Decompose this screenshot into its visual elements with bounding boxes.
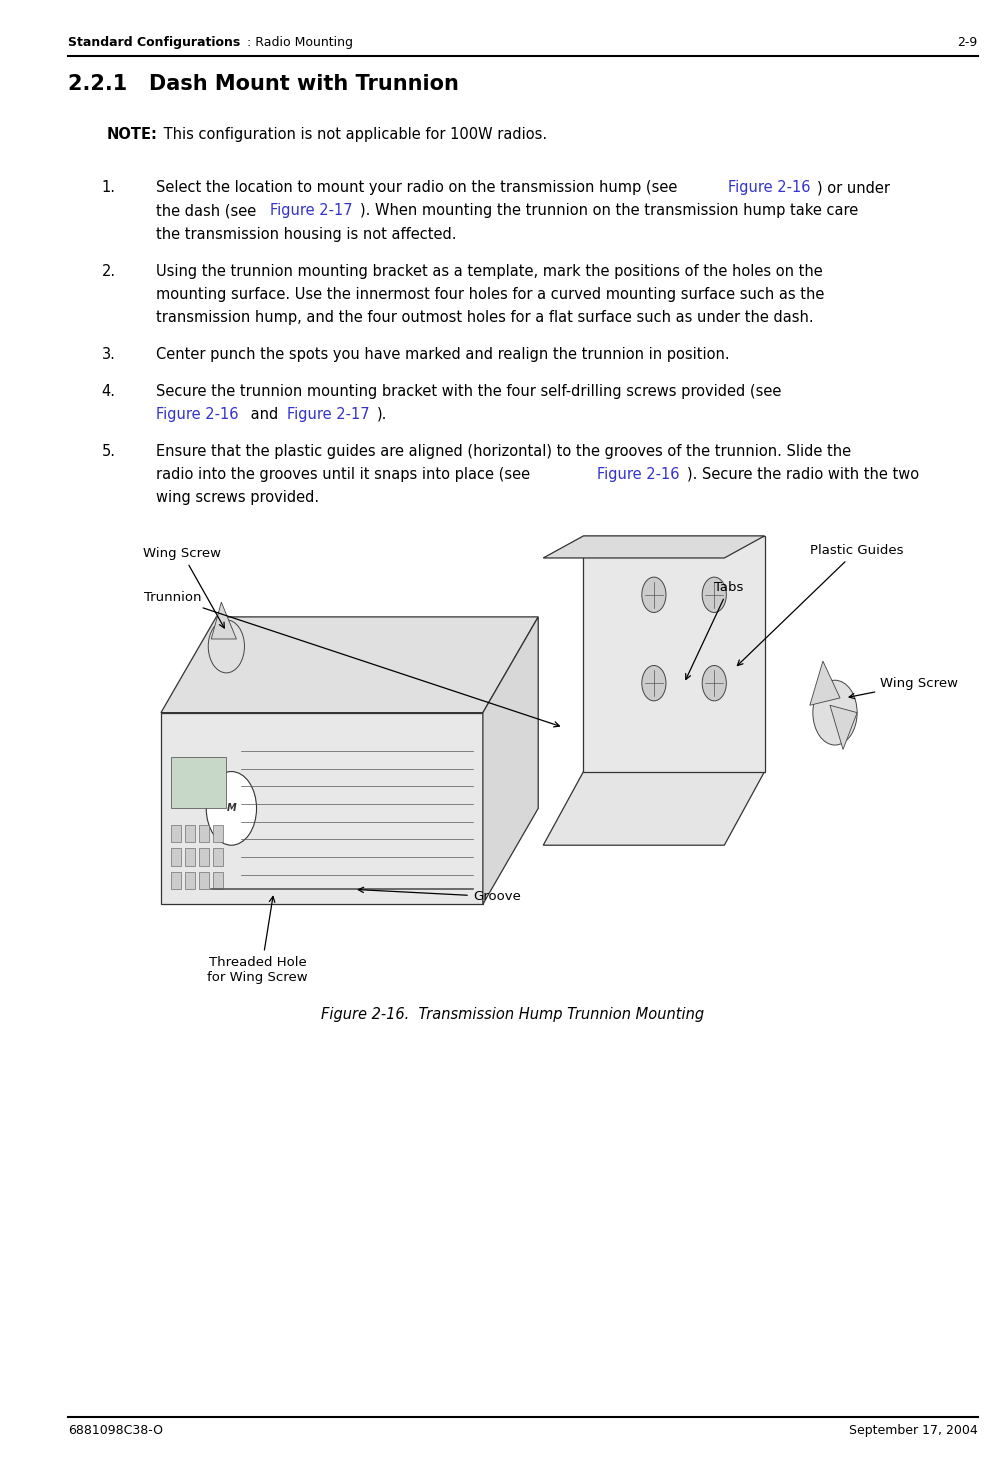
Bar bbox=[171, 872, 181, 890]
Text: Center punch the spots you have marked and realign the trunnion in position.: Center punch the spots you have marked a… bbox=[156, 346, 729, 362]
Text: the transmission housing is not affected.: the transmission housing is not affected… bbox=[156, 227, 457, 242]
Text: ). When mounting the trunnion on the transmission hump take care: ). When mounting the trunnion on the tra… bbox=[360, 203, 858, 218]
Bar bbox=[213, 848, 223, 866]
Text: wing screws provided.: wing screws provided. bbox=[156, 491, 319, 505]
Text: Tabs: Tabs bbox=[686, 580, 743, 679]
Text: 2.2.1   Dash Mount with Trunnion: 2.2.1 Dash Mount with Trunnion bbox=[68, 75, 460, 94]
Text: 2.: 2. bbox=[102, 264, 116, 278]
Bar bbox=[171, 825, 181, 843]
Bar bbox=[199, 848, 209, 866]
Text: NOTE:: NOTE: bbox=[107, 128, 158, 143]
Bar bbox=[199, 825, 209, 843]
Text: Plastic Guides: Plastic Guides bbox=[737, 544, 903, 666]
Text: Figure 2-16: Figure 2-16 bbox=[156, 407, 238, 421]
Circle shape bbox=[702, 577, 726, 613]
Bar bbox=[185, 848, 195, 866]
Text: the dash (see: the dash (see bbox=[156, 203, 261, 218]
Text: : Radio Mounting: : Radio Mounting bbox=[246, 35, 353, 49]
Polygon shape bbox=[810, 661, 840, 706]
Text: ) or under: ) or under bbox=[818, 181, 890, 196]
Text: Standard Configurations: Standard Configurations bbox=[68, 35, 240, 49]
Circle shape bbox=[642, 577, 666, 613]
Text: Wing Screw: Wing Screw bbox=[143, 546, 224, 627]
Text: ).: ). bbox=[376, 407, 386, 421]
Circle shape bbox=[642, 666, 666, 701]
Circle shape bbox=[813, 681, 857, 745]
Text: This configuration is not applicable for 100W radios.: This configuration is not applicable for… bbox=[159, 128, 547, 143]
Text: Secure the trunnion mounting bracket with the four self-drilling screws provided: Secure the trunnion mounting bracket wit… bbox=[156, 384, 782, 399]
Text: Figure 2-16: Figure 2-16 bbox=[727, 181, 810, 196]
Text: 4.: 4. bbox=[102, 384, 116, 399]
Text: Figure 2-17: Figure 2-17 bbox=[271, 203, 353, 218]
Polygon shape bbox=[161, 713, 483, 904]
Circle shape bbox=[702, 666, 726, 701]
Text: Figure 2-16.  Transmission Hump Trunnion Mounting: Figure 2-16. Transmission Hump Trunnion … bbox=[322, 1008, 704, 1022]
Text: Using the trunnion mounting bracket as a template, mark the positions of the hol: Using the trunnion mounting bracket as a… bbox=[156, 264, 823, 278]
Text: and: and bbox=[245, 407, 283, 421]
Circle shape bbox=[206, 772, 257, 846]
Text: 5.: 5. bbox=[102, 443, 116, 460]
Bar bbox=[213, 872, 223, 890]
Text: ). Secure the radio with the two: ). Secure the radio with the two bbox=[687, 467, 918, 482]
Text: Groove: Groove bbox=[358, 887, 521, 903]
Polygon shape bbox=[483, 617, 538, 904]
Text: M: M bbox=[226, 803, 236, 813]
Text: 2-9: 2-9 bbox=[958, 35, 978, 49]
Text: Select the location to mount your radio on the transmission hump (see: Select the location to mount your radio … bbox=[156, 181, 682, 196]
Text: Trunnion: Trunnion bbox=[144, 591, 559, 726]
Text: 6881098C38-O: 6881098C38-O bbox=[68, 1424, 163, 1438]
Bar bbox=[213, 825, 223, 843]
Polygon shape bbox=[161, 617, 538, 713]
Text: September 17, 2004: September 17, 2004 bbox=[849, 1424, 978, 1438]
Polygon shape bbox=[830, 706, 857, 750]
Bar bbox=[185, 825, 195, 843]
Polygon shape bbox=[583, 536, 765, 772]
Polygon shape bbox=[211, 602, 236, 639]
Text: Figure 2-17: Figure 2-17 bbox=[287, 407, 369, 421]
Text: transmission hump, and the four outmost holes for a flat surface such as under t: transmission hump, and the four outmost … bbox=[156, 309, 814, 324]
Text: radio into the grooves until it snaps into place (see: radio into the grooves until it snaps in… bbox=[156, 467, 534, 482]
Bar bbox=[199, 872, 209, 890]
Bar bbox=[171, 757, 226, 809]
Polygon shape bbox=[543, 772, 765, 846]
Bar bbox=[171, 848, 181, 866]
Text: 1.: 1. bbox=[102, 181, 116, 196]
Polygon shape bbox=[543, 536, 765, 558]
Text: mounting surface. Use the innermost four holes for a curved mounting surface suc: mounting surface. Use the innermost four… bbox=[156, 287, 824, 302]
Text: 3.: 3. bbox=[102, 346, 116, 362]
Circle shape bbox=[208, 620, 244, 673]
Text: Wing Screw: Wing Screw bbox=[849, 676, 959, 698]
Text: Figure 2-16: Figure 2-16 bbox=[597, 467, 679, 482]
Text: Threaded Hole
for Wing Screw: Threaded Hole for Wing Screw bbox=[207, 956, 308, 984]
Text: Ensure that the plastic guides are aligned (horizontal) to the grooves of the tr: Ensure that the plastic guides are align… bbox=[156, 443, 851, 460]
Bar bbox=[185, 872, 195, 890]
